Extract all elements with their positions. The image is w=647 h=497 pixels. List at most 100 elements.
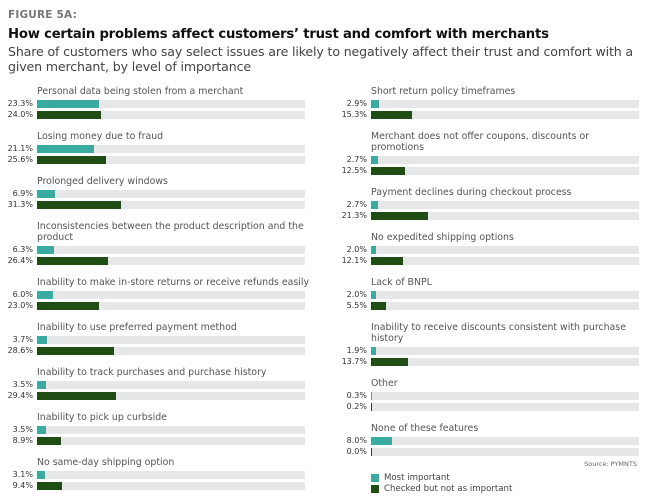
value-label: 2.0%	[346, 245, 367, 254]
bar-track	[371, 212, 639, 220]
bar-checked-not-important	[37, 302, 99, 310]
value-label: 2.7%	[346, 155, 367, 164]
value-label: 3.7%	[12, 335, 33, 344]
bar-checked-not-important	[371, 448, 372, 456]
bar-most-important	[37, 145, 94, 153]
bar-track	[37, 100, 305, 108]
bar-track	[371, 358, 639, 366]
category-label: Prolonged delivery windows	[37, 176, 168, 187]
legend-item-checked: Checked but not as important	[371, 483, 512, 494]
legend-swatch-checked	[371, 484, 379, 493]
bar-track	[37, 302, 305, 310]
bar-track	[371, 111, 639, 119]
bar-track	[371, 403, 639, 411]
value-label: 8.0%	[346, 436, 367, 445]
bar-most-important	[371, 201, 379, 209]
bar-checked-not-important	[37, 437, 61, 445]
value-label: 12.1%	[341, 256, 367, 265]
value-label: 9.4%	[12, 481, 33, 490]
category-label: No expedited shipping options	[371, 232, 514, 243]
bar-track	[371, 201, 639, 209]
bar-track	[37, 336, 305, 344]
bar-checked-not-important	[371, 358, 408, 366]
bar-track	[37, 392, 305, 400]
bar-most-important	[37, 336, 47, 344]
legend-swatch-most-important	[371, 473, 379, 482]
bar-track	[37, 257, 305, 265]
bar-most-important	[371, 437, 393, 445]
figure-label: FIGURE 5A:	[8, 9, 77, 21]
value-label: 31.3%	[7, 200, 33, 209]
bar-most-important	[371, 392, 372, 400]
bar-checked-not-important	[37, 482, 63, 490]
value-label: 0.2%	[346, 402, 367, 411]
bar-track	[371, 302, 639, 310]
bar-checked-not-important	[37, 111, 102, 119]
value-label: 21.3%	[341, 211, 367, 220]
value-label: 0.3%	[346, 391, 367, 400]
bar-track	[37, 482, 305, 490]
value-label: 6.3%	[12, 245, 33, 254]
bar-track	[371, 246, 639, 254]
legend-item-most-important: Most important	[371, 472, 512, 483]
bar-checked-not-important	[371, 403, 372, 411]
bar-most-important	[37, 100, 100, 108]
bar-most-important	[37, 381, 47, 389]
category-label: Losing money due to fraud	[37, 131, 164, 142]
value-label: 21.1%	[7, 144, 33, 153]
bar-checked-not-important	[37, 201, 121, 209]
legend-label: Checked but not as important	[384, 483, 513, 494]
category-label: Inability to receive discounts consisten…	[371, 322, 626, 344]
bar-track	[371, 392, 639, 400]
value-label: 3.5%	[12, 380, 33, 389]
bar-most-important	[37, 190, 56, 198]
bar-checked-not-important	[37, 257, 108, 265]
bar-track	[37, 190, 305, 198]
bar-track	[37, 246, 305, 254]
bar-track	[371, 437, 639, 445]
value-label: 26.4%	[7, 256, 33, 265]
bar-most-important	[37, 426, 47, 434]
bar-most-important	[371, 291, 377, 299]
value-label: 3.1%	[12, 470, 33, 479]
value-label: 23.0%	[7, 301, 33, 310]
value-label: 23.3%	[7, 99, 33, 108]
category-label: No same-day shipping option	[37, 457, 175, 468]
category-label: Merchant does not offer coupons, discoun…	[371, 131, 590, 153]
category-label: Short return policy timeframes	[371, 86, 516, 97]
value-label: 2.0%	[346, 290, 367, 299]
bar-track	[37, 111, 305, 119]
bar-track	[371, 291, 639, 299]
value-label: 13.7%	[341, 357, 367, 366]
bar-checked-not-important	[371, 302, 386, 310]
value-label: 0.0%	[346, 447, 367, 456]
legend-label: Most important	[384, 472, 450, 483]
bar-track	[37, 437, 305, 445]
category-label: Other	[371, 378, 398, 389]
bar-track	[37, 156, 305, 164]
value-label: 6.0%	[12, 290, 33, 299]
value-label: 28.6%	[7, 346, 33, 355]
category-label: Inability to pick up curbside	[37, 412, 167, 423]
category-label: Inability to use preferred payment metho…	[37, 322, 237, 333]
bar-checked-not-important	[37, 156, 106, 164]
bar-track	[371, 448, 639, 456]
bar-most-important	[371, 156, 379, 164]
bar-most-important	[37, 291, 54, 299]
value-label: 6.9%	[12, 189, 33, 198]
value-label: 29.4%	[7, 391, 33, 400]
category-label: Inconsistencies between the product desc…	[37, 221, 304, 243]
value-label: 1.9%	[346, 346, 367, 355]
bar-checked-not-important	[371, 111, 412, 119]
bar-track	[37, 426, 305, 434]
bar-most-important	[37, 471, 46, 479]
bar-checked-not-important	[37, 347, 114, 355]
bar-checked-not-important	[371, 257, 404, 265]
value-label: 12.5%	[341, 166, 367, 175]
bar-track	[371, 167, 639, 175]
value-label: 24.0%	[7, 110, 33, 119]
value-label: 5.5%	[346, 301, 367, 310]
value-label: 25.6%	[7, 155, 33, 164]
bar-track	[37, 381, 305, 389]
category-label: Payment declines during checkout process	[371, 187, 572, 198]
